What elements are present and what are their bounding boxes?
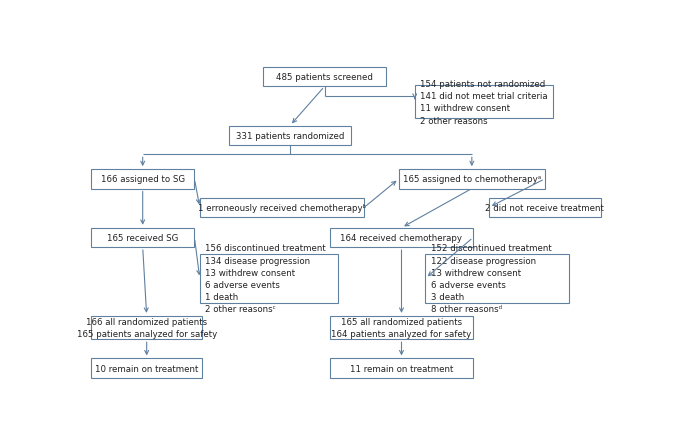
Text: 156 discontinued treatment
134 disease progression
13 withdrew consent
6 adverse: 156 discontinued treatment 134 disease p… xyxy=(205,244,326,313)
Text: 2 did not receive treatment: 2 did not receive treatment xyxy=(486,203,604,212)
Text: 331 patients randomized: 331 patients randomized xyxy=(236,132,344,141)
Text: 164 received chemotherapy: 164 received chemotherapy xyxy=(340,233,462,242)
FancyBboxPatch shape xyxy=(329,316,473,339)
Text: 165 received SG: 165 received SG xyxy=(107,233,178,242)
FancyBboxPatch shape xyxy=(399,170,545,189)
Text: 154 patients not randomized
141 did not meet trial criteria
11 withdrew consent
: 154 patients not randomized 141 did not … xyxy=(420,80,548,125)
FancyBboxPatch shape xyxy=(91,228,195,247)
Text: 10 remain on treatment: 10 remain on treatment xyxy=(95,364,199,373)
Text: 166 all randomized patients
165 patients analyzed for safety: 166 all randomized patients 165 patients… xyxy=(77,317,216,339)
Text: 11 remain on treatment: 11 remain on treatment xyxy=(350,364,453,373)
FancyBboxPatch shape xyxy=(425,254,569,303)
FancyBboxPatch shape xyxy=(329,228,473,247)
FancyBboxPatch shape xyxy=(489,198,601,217)
Text: 152 discontinued treatment
122 disease progression
13 withdrew consent
6 adverse: 152 discontinued treatment 122 disease p… xyxy=(431,244,551,313)
Text: 165 assigned to chemotherapyᵃ: 165 assigned to chemotherapyᵃ xyxy=(403,175,541,184)
FancyBboxPatch shape xyxy=(329,358,473,378)
FancyBboxPatch shape xyxy=(229,126,351,146)
Text: 166 assigned to SG: 166 assigned to SG xyxy=(101,175,185,184)
Text: 1 erroneously received chemotherapyᵇ: 1 erroneously received chemotherapyᵇ xyxy=(198,203,366,212)
FancyBboxPatch shape xyxy=(91,316,203,339)
FancyBboxPatch shape xyxy=(414,86,553,119)
FancyBboxPatch shape xyxy=(264,68,386,87)
Text: 165 all randomized patients
164 patients analyzed for safety: 165 all randomized patients 164 patients… xyxy=(332,317,471,339)
FancyBboxPatch shape xyxy=(200,254,338,303)
FancyBboxPatch shape xyxy=(200,198,364,217)
FancyBboxPatch shape xyxy=(91,170,195,189)
Text: 485 patients screened: 485 patients screened xyxy=(276,73,373,82)
FancyBboxPatch shape xyxy=(91,358,203,378)
